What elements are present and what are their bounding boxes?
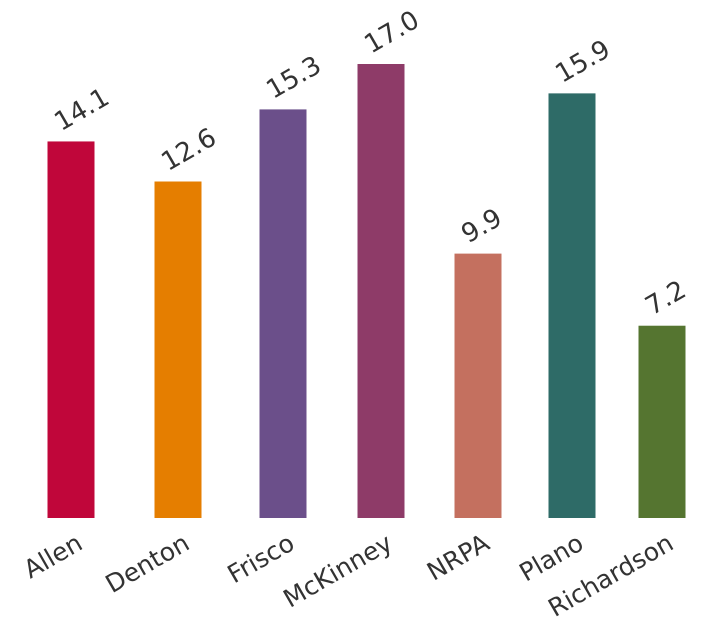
bars-group <box>47 64 686 519</box>
value-label-frisco: 15.3 <box>262 51 327 106</box>
bar-plano <box>548 93 596 519</box>
bar-frisco <box>259 109 307 519</box>
value-label-plano: 15.9 <box>551 35 616 90</box>
bar-mckinney <box>357 64 405 518</box>
bar-nrpa <box>454 253 502 519</box>
category-label-nrpa: NRPA <box>422 528 494 586</box>
category-label-mckinney: McKinney <box>278 528 397 613</box>
value-label-nrpa: 9.9 <box>457 203 508 250</box>
bar-richardson <box>638 325 686 518</box>
bar-denton <box>154 181 202 518</box>
value-label-denton: 12.6 <box>157 123 222 178</box>
category-label-denton: Denton <box>101 528 195 599</box>
category-label-allen: Allen <box>19 528 87 584</box>
value-label-richardson: 7.2 <box>641 275 692 322</box>
value-label-allen: 14.1 <box>50 83 115 138</box>
bar-allen <box>47 141 95 518</box>
value-label-mckinney: 17.0 <box>360 5 425 60</box>
value-labels-group: 14.1 12.6 15.3 17.0 9.9 15.9 7.2 <box>50 5 692 322</box>
category-label-frisco: Frisco <box>222 528 299 589</box>
